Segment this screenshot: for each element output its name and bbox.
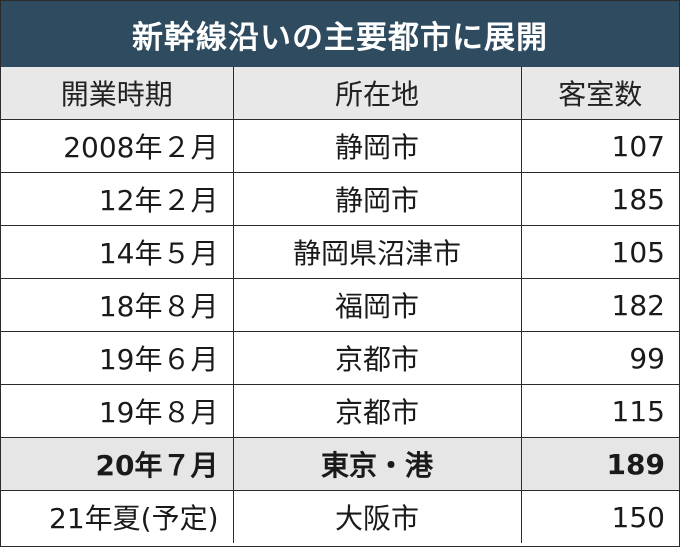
opening-date-cell: 20年７月 <box>1 437 234 491</box>
location-cell: 大阪市 <box>232 490 522 543</box>
rooms-cell: 189 <box>520 437 679 491</box>
location-cell: 静岡市 <box>232 119 522 173</box>
rooms-cell: 115 <box>520 384 679 438</box>
table-row: 18年８月 福岡市 182 <box>1 278 679 332</box>
location-cell: 静岡市 <box>232 172 522 226</box>
header-opening-date: 開業時期 <box>1 67 234 120</box>
opening-date-cell: 18年８月 <box>1 278 234 332</box>
table-row: 19年６月 京都市 99 <box>1 331 679 385</box>
opening-date-cell: 19年８月 <box>1 384 234 438</box>
highlighted-table-row: 20年７月 東京・港 189 <box>1 437 679 491</box>
table-row: 19年８月 京都市 115 <box>1 384 679 438</box>
table-row: 21年夏(予定) 大阪市 150 <box>1 490 679 543</box>
location-cell: 京都市 <box>232 331 522 385</box>
table-row: 2008年２月 静岡市 107 <box>1 119 679 173</box>
rooms-cell: 99 <box>520 331 679 385</box>
location-cell: 東京・港 <box>232 437 522 491</box>
rooms-cell: 107 <box>520 119 679 173</box>
rooms-cell: 105 <box>520 225 679 279</box>
location-cell: 福岡市 <box>232 278 522 332</box>
table-title: 新幹線沿いの主要都市に展開 <box>1 1 679 67</box>
opening-date-cell: 14年５月 <box>1 225 234 279</box>
location-cell: 静岡県沼津市 <box>232 225 522 279</box>
hotel-openings-table: 開業時期 所在地 客室数 2008年２月 静岡市 107 12年２月 静岡市 1… <box>1 67 679 543</box>
table-row: 12年２月 静岡市 185 <box>1 172 679 226</box>
location-cell: 京都市 <box>232 384 522 438</box>
rooms-cell: 182 <box>520 278 679 332</box>
opening-date-cell: 21年夏(予定) <box>1 490 234 543</box>
table-row: 14年５月 静岡県沼津市 105 <box>1 225 679 279</box>
opening-date-cell: 12年２月 <box>1 172 234 226</box>
header-rooms: 客室数 <box>520 67 679 120</box>
header-row: 開業時期 所在地 客室数 <box>1 67 679 120</box>
header-location: 所在地 <box>232 67 522 120</box>
opening-date-cell: 2008年２月 <box>1 119 234 173</box>
opening-date-cell: 19年６月 <box>1 331 234 385</box>
rooms-cell: 185 <box>520 172 679 226</box>
rooms-cell: 150 <box>520 490 679 543</box>
